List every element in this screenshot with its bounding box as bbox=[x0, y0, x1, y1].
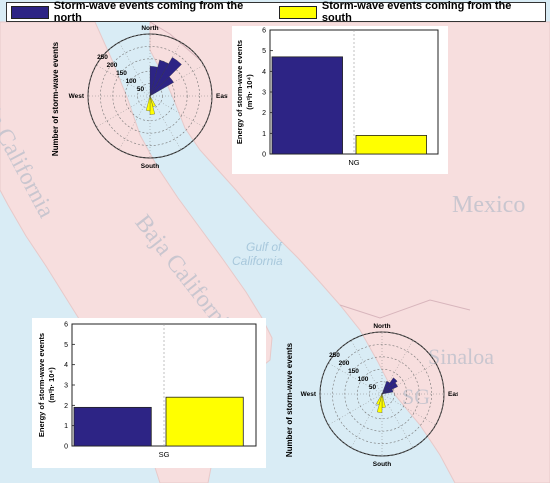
rose-radial-tick: 150 bbox=[348, 368, 359, 375]
rose-radial-tick: 50 bbox=[137, 86, 145, 93]
bar-north bbox=[271, 56, 343, 155]
rose-spoke bbox=[381, 393, 436, 426]
bar-north bbox=[73, 406, 152, 447]
rose-spoke bbox=[96, 64, 151, 97]
bar-y-tick-label: 2 bbox=[64, 403, 68, 410]
rose-radial-tick: 200 bbox=[339, 360, 350, 367]
rose-sector bbox=[381, 377, 398, 395]
rose-direction-west: West bbox=[69, 93, 85, 100]
rose-spoke bbox=[118, 95, 151, 150]
bar-y-tick-label: 4 bbox=[64, 362, 68, 369]
rose-grid-ring bbox=[332, 344, 432, 444]
rose-spoke bbox=[149, 95, 204, 128]
rose-sector bbox=[149, 95, 155, 115]
bar-ylabel: Energy of storm-wave events bbox=[37, 333, 46, 437]
bar-y-tick-label: 2 bbox=[262, 110, 266, 117]
bar-y-tick-label: 6 bbox=[64, 322, 68, 329]
bar-yunit: (m²h· 10⁴) bbox=[245, 74, 254, 110]
bar-yunit: (m²h· 10⁴) bbox=[47, 367, 56, 403]
bar-y-tick-label: 0 bbox=[262, 152, 266, 159]
rose-radial-tick: 100 bbox=[126, 78, 137, 85]
bar-south bbox=[355, 135, 427, 155]
rose-sector bbox=[381, 389, 394, 395]
rose-chart-north: Number of storm-wave events 501001502002… bbox=[51, 25, 228, 170]
bar-category-label: NG bbox=[348, 158, 359, 167]
bar-category-label: SG bbox=[159, 450, 170, 459]
state-border bbox=[149, 21, 201, 61]
rose-grid-ring bbox=[344, 356, 420, 432]
bar-chart-sg: 0 1 2 3 4 5 6 SG Energy of storm-wave events (m²h… bbox=[32, 318, 266, 468]
rose-spoke bbox=[149, 95, 182, 150]
rose-sector bbox=[381, 382, 398, 395]
rose-grid-ring bbox=[100, 46, 200, 146]
rose-north-ylabel: Number of storm-wave events bbox=[51, 41, 60, 156]
legend-swatch-north bbox=[11, 5, 49, 19]
legend-label-north: Storm-wave events coming from the north bbox=[53, 0, 244, 24]
rose-chart-south: Number of storm-wave events 501001502002… bbox=[285, 323, 458, 468]
rose-grid-ring bbox=[87, 33, 213, 159]
rose-radial-tick: 250 bbox=[329, 352, 340, 359]
legend-item-south: Storm-wave events coming from the south bbox=[275, 0, 531, 24]
rose-sector bbox=[376, 393, 383, 405]
rose-direction-south: South bbox=[141, 163, 159, 170]
bar-chart-ng: 0 1 2 3 4 5 6 NG Energy of storm-wave events (m²h… bbox=[232, 26, 448, 174]
legend: Storm-wave events coming from the north … bbox=[6, 0, 546, 24]
rose-direction-south: South bbox=[373, 461, 391, 468]
rose-direction-north: North bbox=[141, 25, 158, 32]
map-label-sinaloa: Sinaloa bbox=[428, 344, 494, 369]
bar-y-tick-label: 6 bbox=[262, 28, 266, 35]
rose-radial-tick: 200 bbox=[107, 62, 118, 69]
bar-y-tick-label: 4 bbox=[262, 69, 266, 76]
rose-sector bbox=[381, 393, 386, 408]
bar-y-tick-label: 5 bbox=[64, 342, 68, 349]
legend-swatch-south bbox=[279, 5, 317, 19]
rose-spoke bbox=[149, 64, 204, 97]
rose-spoke bbox=[118, 42, 151, 97]
bar-y-tick-label: 5 bbox=[262, 48, 266, 55]
rose-radial-tick: 50 bbox=[369, 384, 377, 391]
rose-sector bbox=[149, 57, 182, 97]
bar-y-tick-label: 0 bbox=[64, 444, 68, 451]
map-label-gulf-line2: California bbox=[232, 254, 283, 268]
rose-spoke bbox=[381, 393, 414, 448]
rose-spoke bbox=[328, 393, 383, 426]
map-label-sg-overlay: SG bbox=[402, 384, 431, 409]
rose-direction-east: East bbox=[216, 93, 228, 100]
rose-south-ylabel: Number of storm-wave events bbox=[285, 342, 294, 457]
bar-y-tick-label: 1 bbox=[64, 423, 68, 430]
bar-y-tick-label: 1 bbox=[262, 131, 266, 138]
rose-sector bbox=[145, 95, 151, 112]
map-label-gulf-line1: Gulf of bbox=[246, 240, 282, 254]
rose-grid-ring bbox=[112, 58, 188, 134]
legend-label-south: Storm-wave events coming from the south bbox=[321, 0, 512, 24]
rose-grid-ring bbox=[319, 331, 445, 457]
rose-sector bbox=[149, 76, 174, 97]
rose-direction-north: North bbox=[373, 323, 390, 330]
rose-direction-west: West bbox=[301, 391, 317, 398]
rose-direction-east: East bbox=[448, 391, 458, 398]
map-label-mexico: Mexico bbox=[452, 192, 526, 218]
bar-south bbox=[165, 396, 244, 447]
legend-item-north: Storm-wave events coming from the north bbox=[7, 0, 261, 24]
state-border-2 bbox=[339, 299, 471, 319]
bar-ylabel: Energy of storm-wave events bbox=[235, 40, 244, 144]
rose-spoke bbox=[96, 95, 151, 128]
bar-y-tick-label: 3 bbox=[262, 90, 266, 97]
bar-y-tick-label: 3 bbox=[64, 383, 68, 390]
rose-radial-tick: 100 bbox=[358, 376, 369, 383]
rose-radial-tick: 250 bbox=[97, 54, 108, 61]
rose-radial-tick: 150 bbox=[116, 70, 127, 77]
